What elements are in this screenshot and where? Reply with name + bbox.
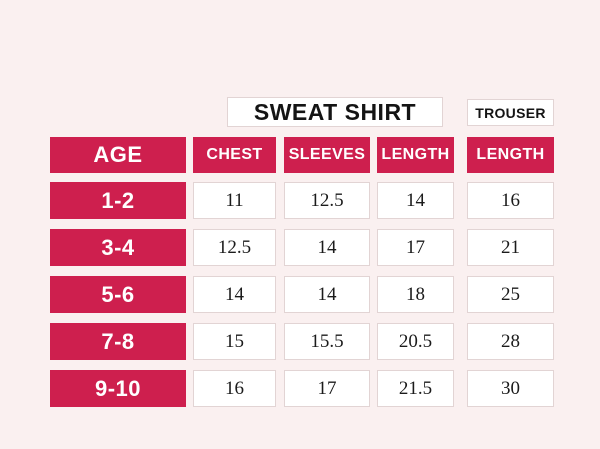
table-row: 5-6 14 14 18 25 [50,276,554,313]
sleeves-value-cell: 15.5 [284,323,370,360]
table-row: 7-8 15 15.5 20.5 28 [50,323,554,360]
table-row: 1-2 11 12.5 14 16 [50,182,554,219]
length-value-cell: 17 [377,229,454,266]
sweatshirt-group-label: SWEAT SHIRT [253,98,417,125]
length-value-cell: 20.5 [377,323,454,360]
sleeves-value-cell: 14 [284,229,370,266]
chest-value-cell: 11 [193,182,276,219]
chest-value-cell: 12.5 [193,229,276,266]
sweatshirt-group-header: SWEAT SHIRT [227,97,443,127]
trouser-length-value-cell: 21 [467,229,554,266]
length-value-cell: 18 [377,276,454,313]
trouser-length-value-cell: 28 [467,323,554,360]
sleeves-value-cell: 12.5 [284,182,370,219]
trouser-group-label: TROUSER [475,104,546,121]
column-header-chest: CHEST [193,137,276,173]
age-cell: 7-8 [50,323,186,360]
trouser-group-header: TROUSER [467,99,554,126]
column-header-sleeves: SLEEVES [284,137,370,173]
length-value-cell: 14 [377,182,454,219]
column-header-length: LENGTH [377,137,454,173]
age-cell: 3-4 [50,229,186,266]
trouser-length-value-cell: 16 [467,182,554,219]
table-row: 3-4 12.5 14 17 21 [50,229,554,266]
size-table: AGE CHEST SLEEVES LENGTH LENGTH 1-2 11 1… [50,137,554,417]
sleeves-value-cell: 17 [284,370,370,407]
column-header-age: AGE [50,137,186,173]
age-cell: 1-2 [50,182,186,219]
age-cell: 5-6 [50,276,186,313]
age-cell: 9-10 [50,370,186,407]
length-value-cell: 21.5 [377,370,454,407]
trouser-length-value-cell: 30 [467,370,554,407]
chest-value-cell: 16 [193,370,276,407]
chest-value-cell: 15 [193,323,276,360]
table-header-row: AGE CHEST SLEEVES LENGTH LENGTH [50,137,554,173]
chest-value-cell: 14 [193,276,276,313]
trouser-length-value-cell: 25 [467,276,554,313]
table-row: 9-10 16 17 21.5 30 [50,370,554,407]
sleeves-value-cell: 14 [284,276,370,313]
column-header-trouser-length: LENGTH [467,137,554,173]
